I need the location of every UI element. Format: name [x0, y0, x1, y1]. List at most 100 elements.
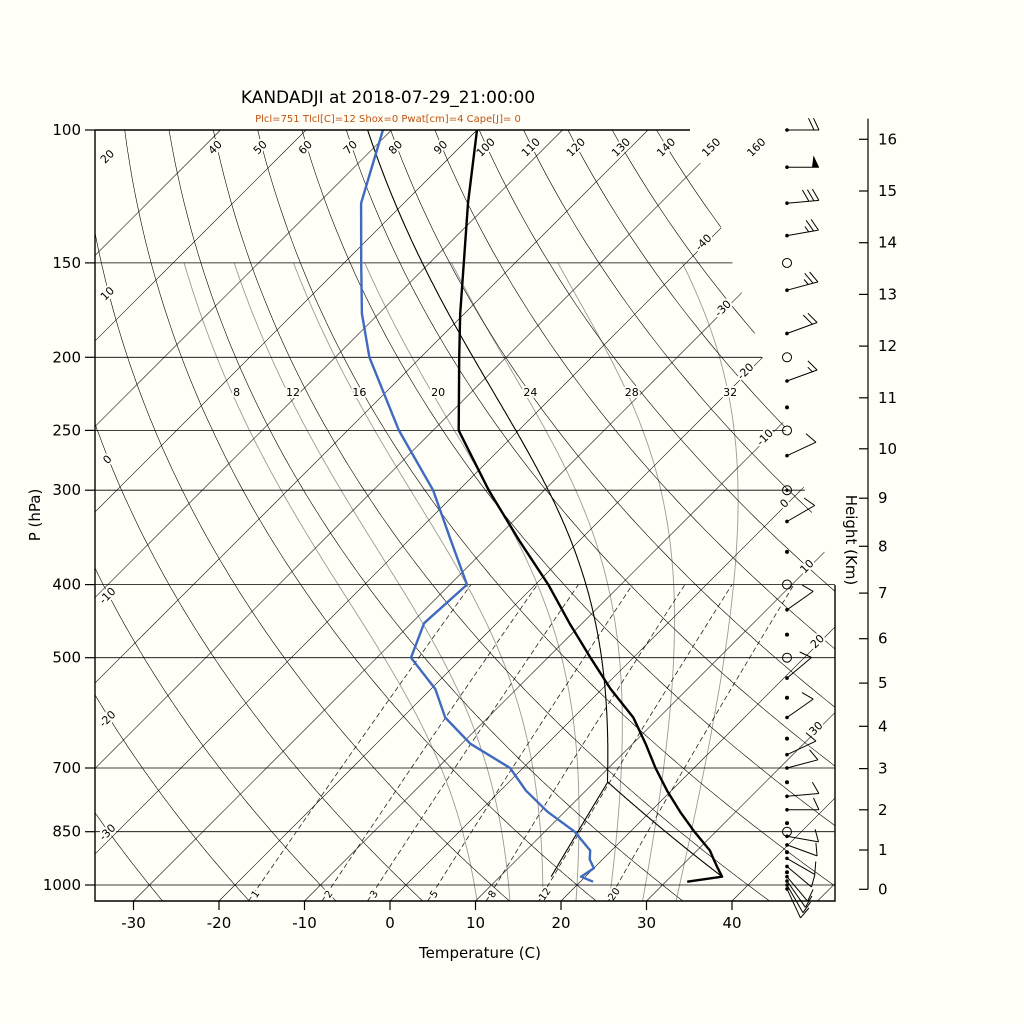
- moist-adiabat-line: [183, 262, 478, 901]
- moist-adiabat-label: 24: [523, 386, 537, 399]
- moist-adiabat-line: [293, 262, 544, 901]
- temperature-tick-label: -30: [121, 914, 146, 932]
- temperature-tick-label: 20: [551, 914, 570, 932]
- wind-level-circle: [782, 652, 792, 663]
- height-tick-label: 12: [878, 337, 897, 355]
- dry-adiabat-top-label: 100: [474, 136, 498, 160]
- wind-barb-staff: [786, 793, 819, 797]
- moist-adiabat-label: 20: [431, 386, 445, 399]
- mixing-ratio-line: [367, 584, 579, 901]
- pressure-tick-label: 400: [52, 576, 81, 594]
- isotherm-line: [95, 130, 478, 901]
- wind-barb-full: [802, 901, 811, 913]
- height-tick-label: 7: [878, 584, 888, 602]
- mixing-ratio-line: [427, 584, 633, 901]
- height-tick-label: 15: [878, 182, 897, 200]
- isotherm-edge-label: 10: [797, 557, 816, 576]
- moist-adiabat-label: 12: [286, 386, 300, 399]
- isotherm-edge-label: -40: [693, 232, 715, 254]
- pressure-tick-label: 300: [52, 481, 81, 499]
- sounding-curves: [359, 130, 724, 883]
- isotherm-line: [475, 130, 835, 901]
- dry-adiabat-top-label: 130: [609, 136, 633, 160]
- moist-adiabat-label: 16: [352, 386, 366, 399]
- dry-adiabat-top-label: 120: [564, 136, 588, 160]
- chart-title: KANDADJI at 2018-07-29_21:00:00: [240, 88, 536, 108]
- dry-adiabat-line: [390, 130, 835, 901]
- height-tick-label: 13: [878, 285, 897, 303]
- height-tick-label: 5: [878, 674, 888, 692]
- wind-barb-staff: [786, 759, 819, 769]
- wind-barb-staff: [786, 835, 819, 843]
- isotherm-line: [95, 130, 307, 901]
- wind-barb-full: [807, 360, 818, 371]
- wind-barb-full: [815, 842, 818, 856]
- plot-frame: [94, 129, 836, 902]
- wind-level-dot: [785, 870, 789, 875]
- dry-adiabat-top-label: 140: [654, 136, 678, 160]
- wind-level-dot: [785, 780, 789, 785]
- isotherm-edge-label: -10: [754, 427, 776, 449]
- dry-adiabat-left-label: 10: [98, 284, 117, 303]
- dry-adiabat-top-label: 150: [699, 136, 723, 160]
- dry-adiabat-line: [789, 130, 835, 901]
- wind-station-dot: [785, 887, 789, 891]
- temperature-tick-label: -10: [292, 914, 317, 932]
- pressure-tick-label: 150: [52, 254, 81, 272]
- moist-adiabat-label: 32: [723, 386, 737, 399]
- wind-barb-full: [813, 797, 820, 811]
- height-tick-label: 14: [878, 234, 897, 252]
- wind-barb-staff: [786, 505, 815, 522]
- pressure-tick-label: 500: [52, 649, 81, 667]
- wind-barb-full: [801, 692, 814, 700]
- dry-adiabat-line: [95, 130, 337, 901]
- isotherm-line: [95, 130, 563, 901]
- wind-level-dot: [785, 850, 789, 855]
- pressure-axis-title: P (hPa): [26, 489, 44, 542]
- dry-adiabat-top-label: 70: [341, 138, 360, 157]
- isotherm-line: [304, 130, 835, 901]
- height-tick-label: 4: [878, 717, 888, 735]
- wind-barb-staff: [786, 657, 812, 679]
- wind-barb-full: [807, 889, 814, 902]
- wind-station-dot: [785, 856, 789, 861]
- wind-station-dot: [785, 794, 789, 799]
- dry-adiabat-line: [168, 130, 683, 901]
- wind-barb-staff: [786, 876, 808, 902]
- dry-adiabat-top-label: 110: [519, 136, 543, 160]
- wind-station-dot: [785, 519, 789, 524]
- wind-barb-staff: [786, 880, 806, 908]
- dry-adiabat-top-label: 50: [251, 138, 270, 157]
- height-tick-label: 3: [878, 760, 888, 778]
- wind-barb-staff: [786, 229, 819, 237]
- temperature-curve: [457, 130, 724, 883]
- wind-barb-full: [805, 732, 817, 742]
- wind-barb-half: [804, 226, 810, 233]
- pressure-tick-label: 1000: [43, 876, 81, 894]
- wind-barb-full: [814, 861, 817, 875]
- isotherm-edge-label: 20: [808, 632, 827, 651]
- wind-station-dot: [785, 883, 789, 887]
- height-tick-label: 6: [878, 630, 888, 648]
- wind-station-dot: [785, 453, 789, 458]
- wind-station-dot: [785, 807, 789, 812]
- pressure-tick-label: 850: [52, 823, 81, 841]
- wind-barb-full: [801, 189, 810, 202]
- wind-station-dot: [785, 128, 789, 132]
- wind-barb-staff: [786, 844, 818, 857]
- isotherm-line: [95, 130, 392, 901]
- isotherm-edge-label: 0: [777, 496, 791, 510]
- dry-adiabat-top-label: 40: [206, 138, 225, 157]
- dry-adiabat-line: [434, 130, 835, 901]
- temperature-tick-label: 40: [722, 914, 741, 932]
- wind-level-dot: [785, 695, 789, 700]
- wind-barb-staff: [786, 441, 817, 457]
- wind-barb-full: [810, 219, 819, 231]
- wind-barb-full: [811, 188, 820, 201]
- moist-adiabat-line: [233, 262, 511, 901]
- dry-adiabat-left-label: -30: [97, 822, 119, 844]
- mixing-ratio-line: [485, 584, 686, 901]
